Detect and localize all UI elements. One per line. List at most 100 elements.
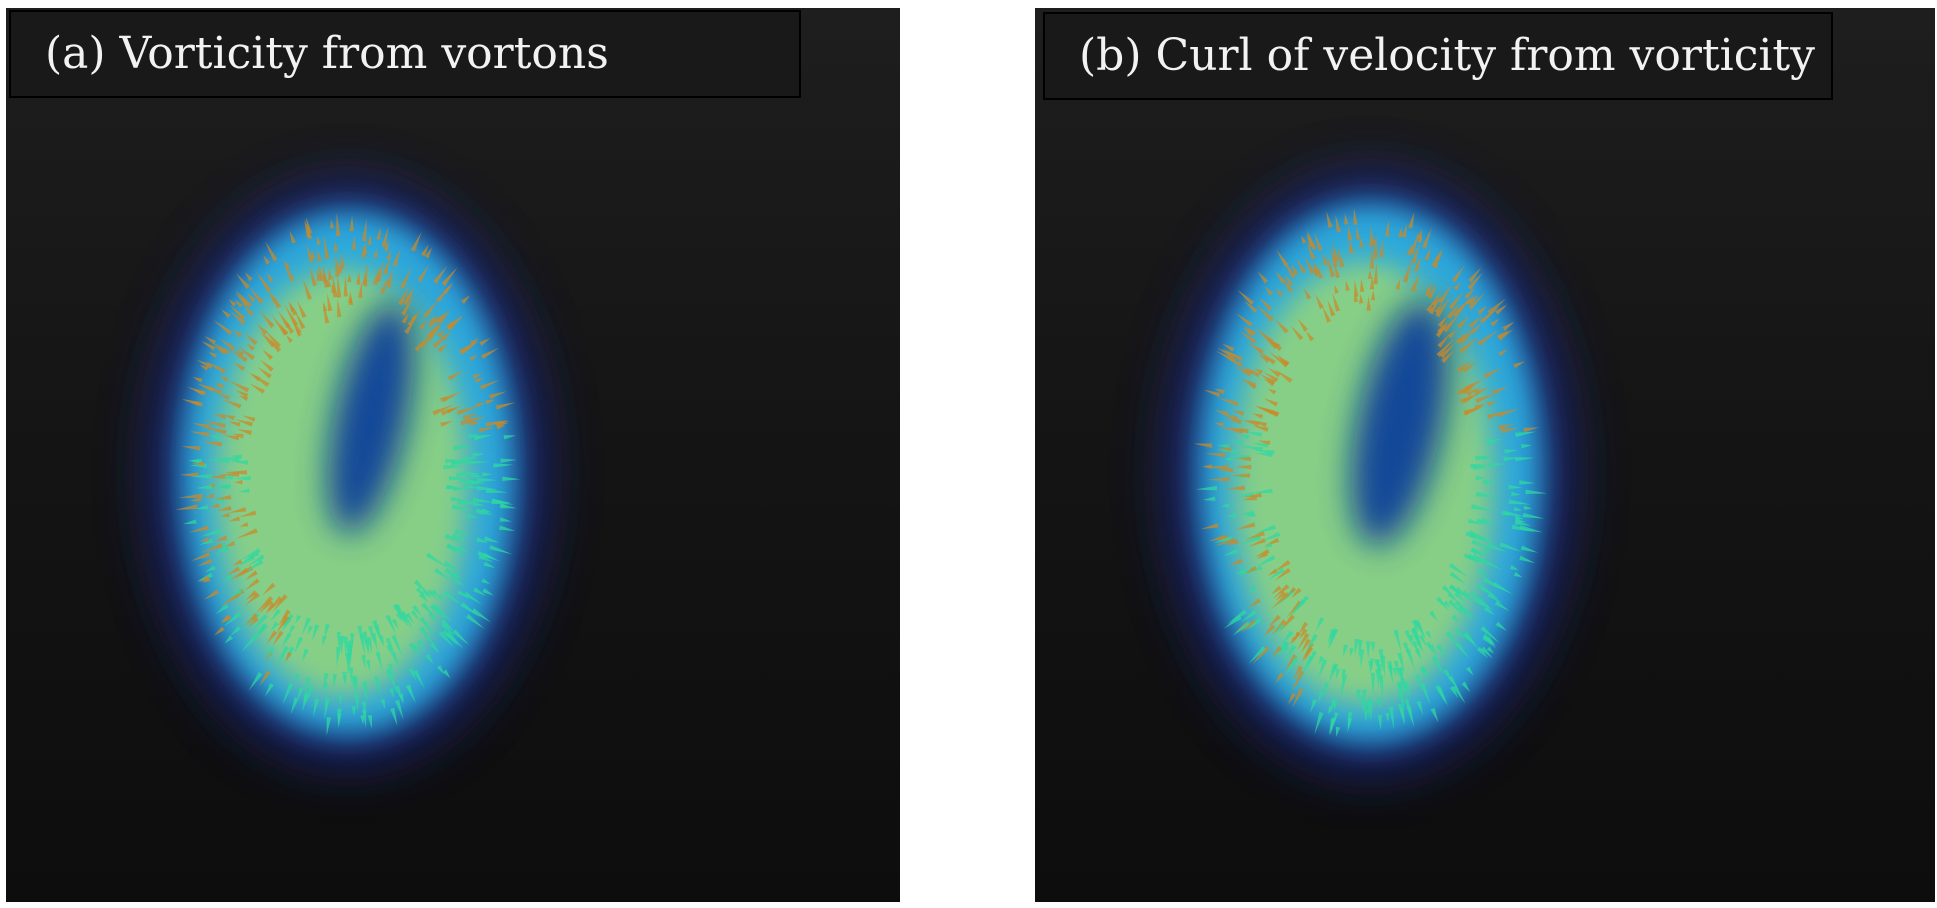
vector-arrow	[348, 667, 354, 684]
vector-arrow	[1257, 440, 1271, 446]
vector-arrow	[1473, 597, 1487, 609]
vector-arrow	[1271, 585, 1282, 595]
vector-arrow	[244, 333, 258, 346]
vector-arrow	[1453, 282, 1461, 291]
vector-arrow	[442, 282, 454, 295]
vector-arrow	[1480, 646, 1493, 659]
vector-arrow	[1366, 641, 1371, 660]
vector-arrow	[1208, 534, 1226, 542]
vector-arrow	[1226, 357, 1243, 368]
vector-arrow	[1401, 223, 1407, 238]
vector-arrow	[221, 484, 232, 489]
vector-arrow	[385, 614, 397, 636]
vector-arrow	[1193, 443, 1213, 448]
vector-arrow	[428, 612, 439, 623]
vector-arrow	[1318, 690, 1324, 703]
vector-arrow	[440, 622, 456, 637]
vector-arrow	[436, 665, 445, 675]
vector-arrow	[1235, 464, 1252, 470]
vector-arrow	[1448, 584, 1463, 597]
vector-arrow	[1403, 681, 1411, 699]
vector-arrow	[178, 493, 203, 498]
vector-arrow	[249, 372, 261, 382]
vector-arrow	[1464, 406, 1480, 415]
vector-arrow	[1370, 290, 1376, 301]
vector-arrow	[1477, 305, 1487, 315]
vector-arrow	[236, 429, 253, 436]
vector-arrow	[1296, 258, 1306, 274]
vector-arrow	[1332, 292, 1341, 312]
vector-arrow	[235, 289, 253, 308]
vector-arrow	[318, 263, 325, 282]
vector-arrow	[238, 510, 257, 518]
vector-arrow	[1370, 641, 1376, 653]
vector-arrow	[1487, 298, 1507, 315]
vector-arrow	[263, 328, 282, 348]
vector-arrow	[1437, 315, 1448, 328]
vector-arrow	[214, 535, 228, 542]
vector-arrow	[442, 669, 451, 679]
vector-arrow	[1247, 341, 1264, 355]
vector-arrow	[335, 253, 340, 277]
vector-arrow	[1514, 520, 1532, 526]
vector-arrow	[459, 478, 469, 484]
vector-arrow	[1299, 628, 1308, 640]
vector-arrow	[1436, 596, 1450, 612]
vector-arrow	[1475, 492, 1499, 497]
vector-arrow	[482, 472, 493, 477]
vector-arrow	[500, 458, 517, 463]
vector-arrow	[332, 673, 338, 687]
vector-arrow	[498, 525, 516, 532]
vector-arrow	[1438, 283, 1453, 304]
vector-arrow	[248, 616, 259, 628]
vector-arrow	[270, 608, 281, 622]
vector-arrow	[1243, 492, 1262, 498]
vector-arrow	[218, 393, 230, 400]
vector-arrow	[189, 497, 202, 502]
vector-arrow	[1238, 492, 1254, 497]
vector-arrow	[1443, 668, 1454, 684]
vector-arrow	[280, 617, 292, 633]
vector-arrow	[282, 682, 294, 705]
vector-arrow	[222, 475, 234, 480]
vector-arrow	[1297, 632, 1310, 651]
vector-arrow	[244, 578, 260, 591]
vector-arrow	[1458, 605, 1474, 621]
vector-arrow	[1525, 489, 1548, 494]
vector-arrow	[209, 435, 221, 440]
vector-arrow	[1297, 318, 1309, 332]
vector-arrow	[1244, 301, 1258, 313]
vector-arrow	[1454, 628, 1465, 640]
vector-arrow	[1482, 547, 1492, 553]
vector-arrow	[376, 227, 381, 240]
vector-arrow	[1411, 619, 1420, 633]
vector-arrow	[385, 269, 394, 286]
vector-arrow	[220, 592, 240, 607]
vector-arrow	[1523, 427, 1540, 433]
vector-arrow	[1265, 338, 1278, 350]
vector-arrow	[1454, 600, 1474, 618]
vector-arrow	[239, 522, 249, 527]
vector-arrow	[1416, 640, 1424, 653]
vortex-ring-visualization-b	[1170, 175, 1570, 771]
vector-arrow	[415, 587, 428, 600]
vector-arrow	[1443, 600, 1451, 609]
vector-arrow	[1363, 709, 1369, 722]
vector-arrow	[214, 626, 225, 636]
vector-arrow	[1362, 689, 1367, 705]
vector-arrow	[1227, 609, 1247, 624]
vector-arrow	[1429, 610, 1438, 622]
vector-arrow	[1225, 418, 1242, 425]
vector-arrow	[426, 589, 438, 600]
vector-arrow	[259, 670, 271, 687]
vector-arrow	[222, 399, 242, 409]
vector-arrow	[267, 288, 282, 309]
vector-arrow	[420, 244, 429, 257]
vector-arrow	[473, 587, 486, 597]
vector-arrow	[453, 578, 465, 586]
vector-arrow	[249, 286, 264, 304]
vector-arrow	[249, 383, 265, 394]
vector-arrow	[1486, 401, 1497, 407]
vector-arrow	[295, 614, 302, 624]
vector-arrow	[381, 226, 389, 248]
